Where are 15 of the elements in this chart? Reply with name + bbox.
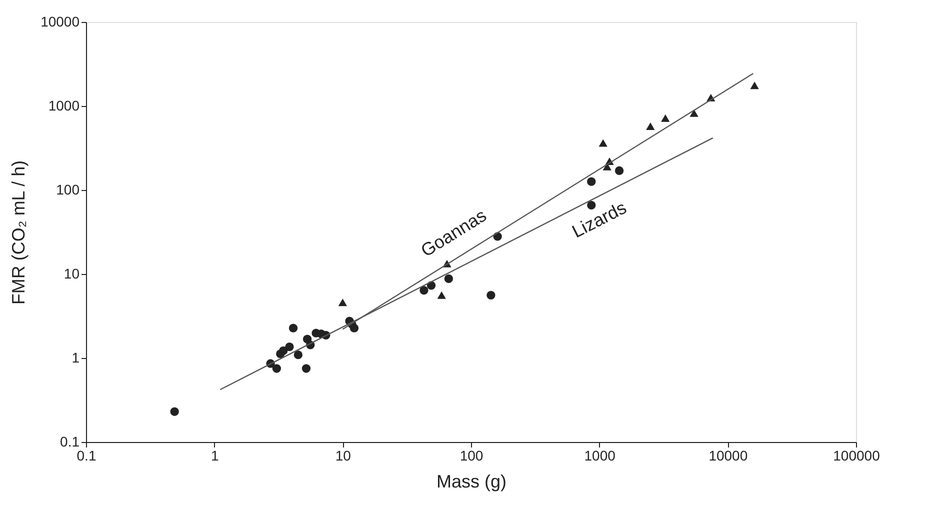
y-tick-label: 10 bbox=[64, 266, 80, 282]
x-tick-label: 100 bbox=[460, 448, 484, 464]
x-tick-label: 100000 bbox=[833, 448, 880, 464]
x-tick-label: 10 bbox=[335, 448, 352, 464]
y-tick-label: 1000 bbox=[48, 98, 80, 114]
x-tick-label: 1 bbox=[210, 448, 219, 464]
y-tick-label: 10000 bbox=[40, 14, 80, 30]
x-axis-title: Mass (g) bbox=[436, 472, 507, 492]
y-tick-label: 1 bbox=[72, 350, 80, 366]
x-tick-label: 1000 bbox=[584, 448, 616, 464]
x-tick-label: 10000 bbox=[708, 448, 748, 464]
x-tick-label: 0.1 bbox=[76, 448, 96, 464]
y-tick-label: 0.1 bbox=[60, 434, 80, 450]
y-axis-title: FMR (CO₂ mL / h) bbox=[8, 160, 29, 305]
y-tick-label: 100 bbox=[56, 182, 80, 198]
